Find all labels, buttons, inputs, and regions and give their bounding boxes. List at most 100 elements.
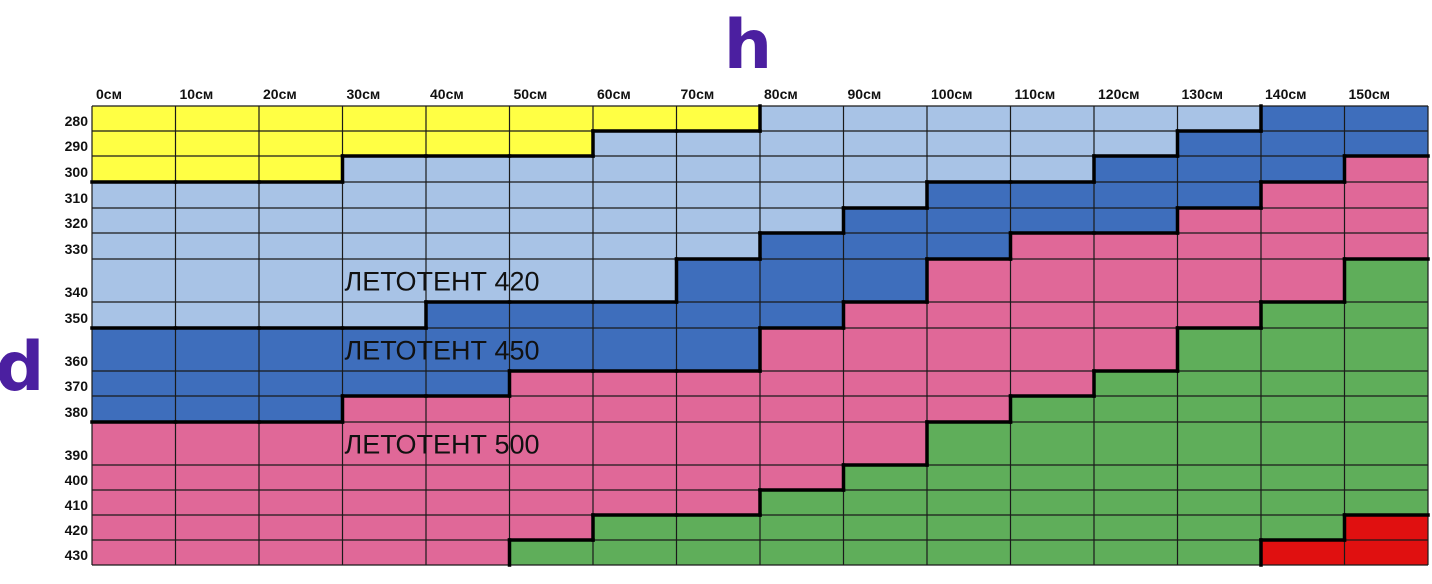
- cell-300-60см: [593, 156, 677, 182]
- cell-290-0см: [92, 131, 176, 156]
- cell-330-70см: [676, 233, 760, 259]
- cell-350-100см: [927, 302, 1011, 328]
- row-label: 360: [65, 353, 89, 369]
- cell-350-130см: [1177, 302, 1261, 328]
- cell-310-140см: [1261, 182, 1345, 208]
- cell-420-130см: [1177, 515, 1261, 540]
- cell-390-10см: [175, 422, 259, 465]
- cell-370-130см: [1177, 371, 1261, 396]
- cell-310-130см: [1177, 182, 1261, 208]
- cell-320-100см: [927, 208, 1011, 233]
- cell-420-100см: [927, 515, 1011, 540]
- cell-400-150см: [1344, 465, 1428, 490]
- cell-290-150см: [1344, 131, 1428, 156]
- cell-360-140см: [1261, 328, 1345, 371]
- cell-320-110см: [1010, 208, 1094, 233]
- cell-390-150см: [1344, 422, 1428, 465]
- cell-350-120см: [1094, 302, 1178, 328]
- column-label: 120см: [1098, 86, 1140, 102]
- row-label: 320: [65, 215, 89, 231]
- cell-430-40см: [426, 540, 510, 565]
- cell-350-40см: [426, 302, 510, 328]
- cell-330-10см: [175, 233, 259, 259]
- cell-330-150см: [1344, 233, 1428, 259]
- cell-330-20см: [259, 233, 343, 259]
- cell-280-140см: [1261, 106, 1345, 131]
- region-label: ЛЕТОТЕНТ 500: [345, 430, 540, 460]
- cell-350-10см: [175, 302, 259, 328]
- cell-360-110см: [1010, 328, 1094, 371]
- cell-430-60см: [593, 540, 677, 565]
- cell-320-140см: [1261, 208, 1345, 233]
- cell-290-30см: [342, 131, 426, 156]
- cell-290-130см: [1177, 131, 1261, 156]
- cell-290-60см: [593, 131, 677, 156]
- cell-430-130см: [1177, 540, 1261, 565]
- column-label: 100см: [931, 86, 973, 102]
- cell-340-90см: [843, 259, 927, 302]
- cell-320-50см: [509, 208, 593, 233]
- cell-390-90см: [843, 422, 927, 465]
- cell-410-60см: [593, 490, 677, 515]
- cell-390-50см: [509, 422, 593, 465]
- cell-280-40см: [426, 106, 510, 131]
- column-label: 80см: [764, 86, 798, 102]
- cell-280-30см: [342, 106, 426, 131]
- column-label: 40см: [430, 86, 464, 102]
- cell-430-30см: [342, 540, 426, 565]
- cell-400-10см: [175, 465, 259, 490]
- cell-310-90см: [843, 182, 927, 208]
- column-labels: 0см 10см 20см 30см 40см 50см 60см 70см 80см 90см 1…: [96, 86, 1390, 102]
- cell-390-60см: [593, 422, 677, 465]
- region-label: ЛЕТОТЕНТ 420: [345, 267, 540, 297]
- region-label: ЛЕТОТЕНТ 450: [345, 336, 540, 366]
- cell-340-30см: [342, 259, 426, 302]
- row-label: 410: [65, 497, 89, 513]
- cell-420-0см: [92, 515, 176, 540]
- cell-350-0см: [92, 302, 176, 328]
- cell-380-50см: [509, 396, 593, 422]
- cell-330-30см: [342, 233, 426, 259]
- h-axis-letter: h: [724, 6, 772, 85]
- cell-280-20см: [259, 106, 343, 131]
- cell-430-20см: [259, 540, 343, 565]
- cell-310-110см: [1010, 182, 1094, 208]
- cell-410-100см: [927, 490, 1011, 515]
- column-label: 20см: [263, 86, 297, 102]
- cell-300-130см: [1177, 156, 1261, 182]
- cell-390-80см: [760, 422, 844, 465]
- cell-410-70см: [676, 490, 760, 515]
- cell-400-80см: [760, 465, 844, 490]
- cell-390-30см: [342, 422, 426, 465]
- row-label: 310: [65, 190, 89, 206]
- cell-300-20см: [259, 156, 343, 182]
- cell-400-130см: [1177, 465, 1261, 490]
- cell-360-70см: [676, 328, 760, 371]
- row-label: 430: [65, 547, 89, 563]
- column-label: 50см: [514, 86, 548, 102]
- cell-350-50см: [509, 302, 593, 328]
- cell-360-120см: [1094, 328, 1178, 371]
- cell-320-120см: [1094, 208, 1178, 233]
- column-label: 150см: [1349, 86, 1391, 102]
- cell-370-50см: [509, 371, 593, 396]
- cell-400-90см: [843, 465, 927, 490]
- cell-340-130см: [1177, 259, 1261, 302]
- cell-280-110см: [1010, 106, 1094, 131]
- cell-280-150см: [1344, 106, 1428, 131]
- cell-300-0см: [92, 156, 176, 182]
- cell-410-140см: [1261, 490, 1345, 515]
- cell-290-40см: [426, 131, 510, 156]
- cell-420-90см: [843, 515, 927, 540]
- cell-420-80см: [760, 515, 844, 540]
- cell-330-80см: [760, 233, 844, 259]
- cell-370-90см: [843, 371, 927, 396]
- cell-420-120см: [1094, 515, 1178, 540]
- cell-350-150см: [1344, 302, 1428, 328]
- cell-420-20см: [259, 515, 343, 540]
- cell-310-30см: [342, 182, 426, 208]
- cell-290-10см: [175, 131, 259, 156]
- cell-280-10см: [175, 106, 259, 131]
- row-labels: 280 290 300 310 320 330 340 350 360 370 380 390 400 4…: [65, 113, 89, 563]
